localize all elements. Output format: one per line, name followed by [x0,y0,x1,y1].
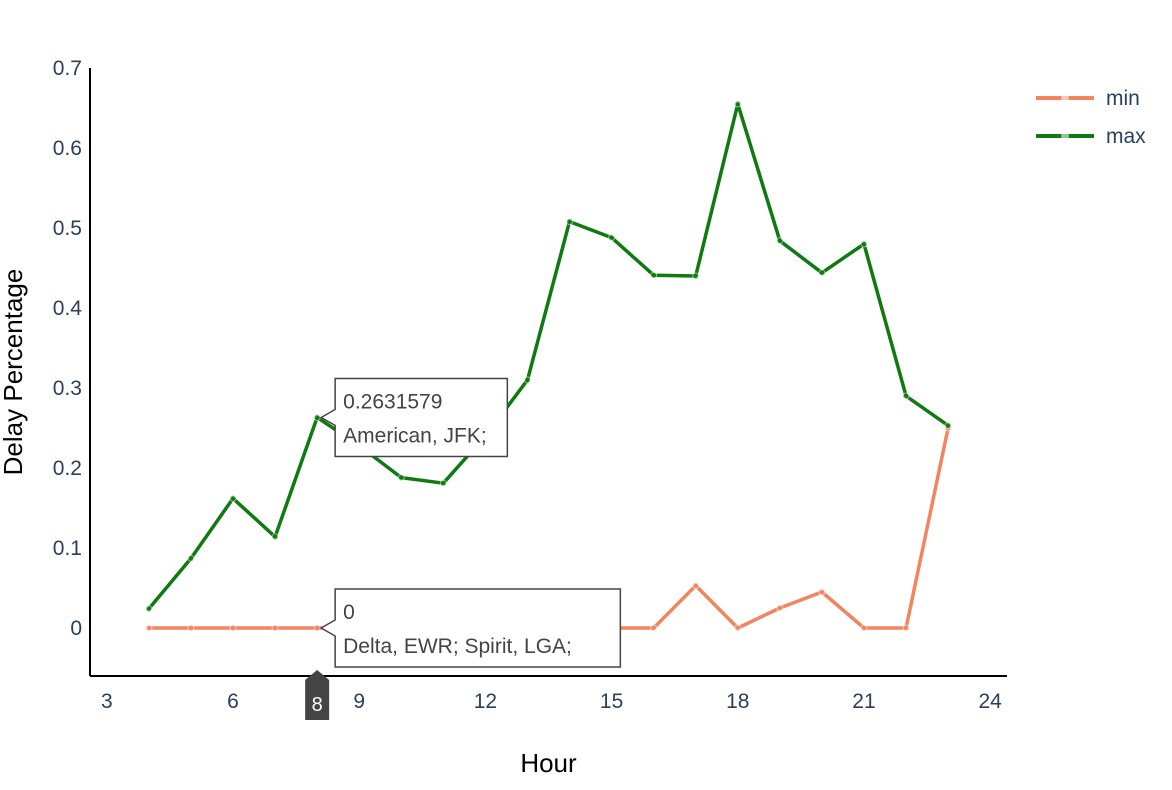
data-point-max[interactable] [944,422,952,430]
tooltip-box [319,588,622,668]
data-point-max[interactable] [439,479,447,487]
data-point-min[interactable] [650,624,658,632]
data-point-max[interactable] [313,413,321,421]
x-tick-label: 6 [227,690,239,713]
data-point-min[interactable] [776,604,784,612]
x-spike-label: 8 [305,670,330,720]
tooltip-detail: Delta, EWR; Spirit, LGA; [343,635,572,658]
hover-tooltip-max: 0.2631579 American, JFK; [319,377,509,458]
y-tick-label: 0.7 [53,57,82,80]
x-tick-label: 3 [101,690,113,713]
x-tick-label: 18 [726,690,749,713]
data-point-max[interactable] [229,494,237,502]
hover-layer: 0.2631579 American, JFK; 0 Delta, EWR; Spir… [305,377,622,720]
tooltip-value: 0.2631579 [343,390,442,413]
data-point-max[interactable] [145,605,153,613]
y-axis-title: Delay Percentage [0,269,28,476]
data-point-min[interactable] [734,624,742,632]
x-tick-labels: 3 6 9 12 15 18 21 24 [101,690,1002,713]
x-axis-title: Hour [520,748,577,778]
x-tick-label: 9 [353,690,365,713]
data-point-min[interactable] [818,588,826,596]
legend-item-max[interactable]: max [1036,125,1146,148]
data-point-min[interactable] [692,582,700,590]
hover-tooltip-min: 0 Delta, EWR; Spirit, LGA; [319,588,622,668]
data-point-max[interactable] [860,240,868,248]
legend-label: min [1106,87,1140,110]
legend-item-min[interactable]: min [1036,87,1140,110]
data-point-max[interactable] [692,272,700,280]
data-point-min[interactable] [860,624,868,632]
x-tick-label: 21 [852,690,875,713]
tooltip-detail: American, JFK; [343,424,487,447]
data-point-max[interactable] [650,271,658,279]
y-tick-label: 0 [70,617,82,640]
tooltip-box [319,377,509,458]
x-tick-label: 24 [978,690,1002,713]
data-point-max[interactable] [271,533,279,541]
data-point-min[interactable] [229,624,237,632]
x-tick-label: 15 [600,690,623,713]
data-point-min[interactable] [187,624,195,632]
data-point-min[interactable] [313,624,321,632]
spike-label-text: 8 [312,694,323,716]
data-point-min[interactable] [271,624,279,632]
legend-marker [1061,94,1069,102]
y-tick-label: 0.5 [53,217,82,240]
data-point-max[interactable] [608,234,616,242]
legend-marker [1061,132,1069,140]
x-tick-label: 12 [474,690,497,713]
data-point-max[interactable] [902,392,910,400]
y-tick-label: 0.1 [53,537,82,560]
y-tick-label: 0.2 [53,457,82,480]
data-point-max[interactable] [566,218,574,226]
data-point-min[interactable] [902,624,910,632]
data-point-max[interactable] [818,269,826,277]
legend[interactable]: min max [1036,87,1146,148]
y-tick-labels: 0 0.1 0.2 0.3 0.4 0.5 0.6 0.7 [53,57,83,640]
y-tick-label: 0.3 [53,377,82,400]
series-layer [145,100,952,632]
tooltip-value: 0 [343,601,355,624]
y-tick-label: 0.4 [53,297,83,320]
axes-layer: 3 6 9 12 15 18 21 24 0 0.1 0.2 0.3 0.4 0.5 0.6 0.7 Hou… [0,57,1007,778]
data-point-max[interactable] [187,554,195,562]
y-tick-label: 0.6 [53,137,82,160]
data-point-max[interactable] [397,474,405,482]
data-point-min[interactable] [145,624,153,632]
data-point-max[interactable] [734,100,742,108]
data-point-max[interactable] [776,237,784,245]
data-point-max[interactable] [523,376,531,384]
series-line-max[interactable] [147,102,950,611]
spike-label-box [305,670,330,720]
legend-label: max [1106,125,1146,148]
